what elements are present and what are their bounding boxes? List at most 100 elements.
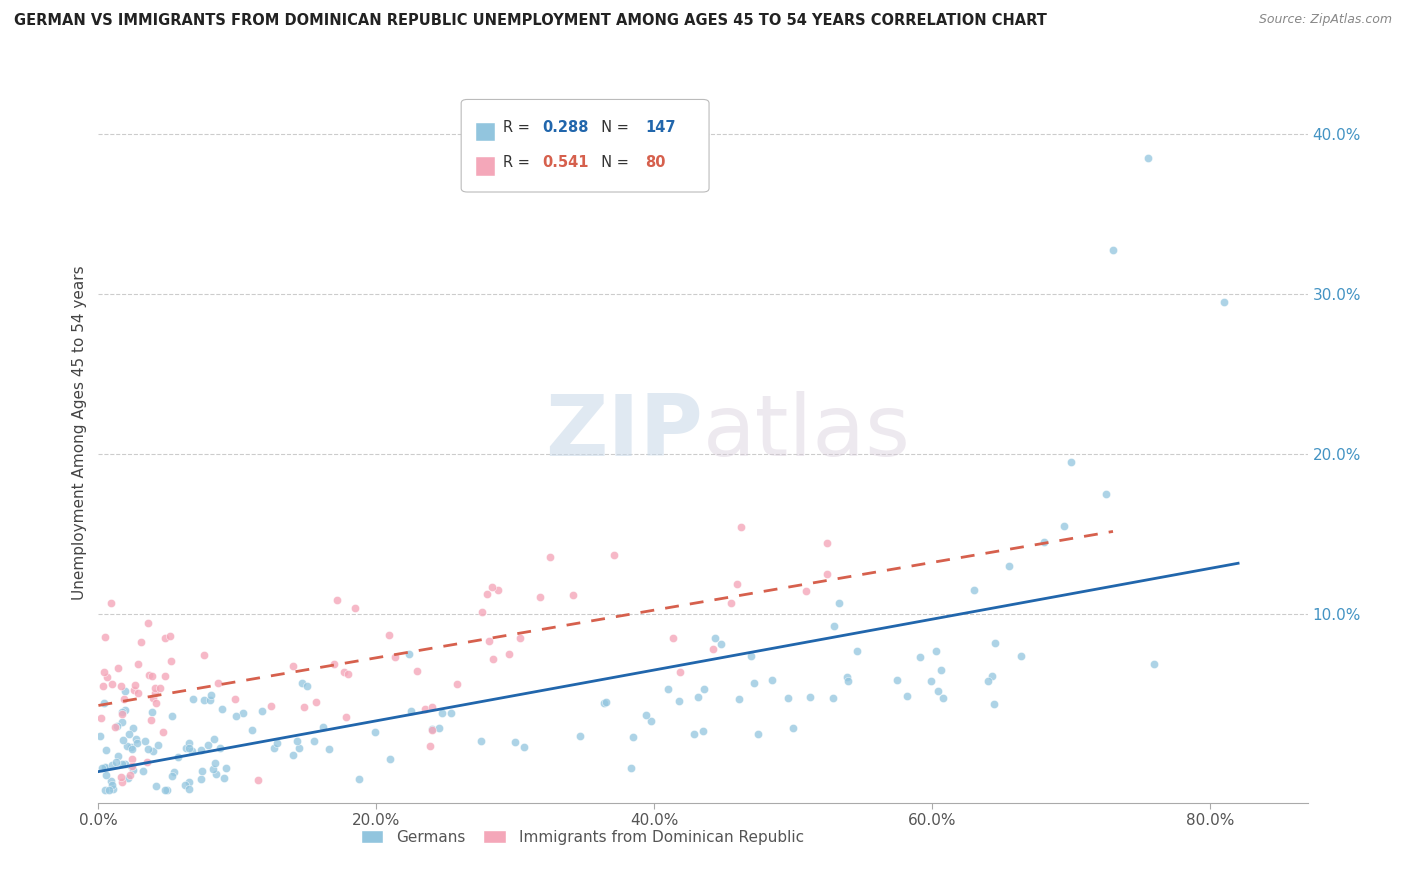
Point [799,690,821,704]
Point [413,702,436,716]
Point [204,756,226,770]
Point [181,744,204,758]
Text: Source: ZipAtlas.com: Source: ZipAtlas.com [1258,13,1392,27]
Point [312,720,335,734]
Point [198,693,221,707]
Point [121,721,143,735]
Point [326,593,349,607]
Point [93,630,115,644]
Point [727,691,749,706]
Point [661,631,683,645]
Point [595,694,617,708]
Point [94,768,117,782]
Text: N =: N = [592,155,633,169]
Point [179,736,201,750]
Point [107,660,129,674]
Point [145,780,167,794]
Point [305,695,328,709]
Point [482,651,505,665]
Point [730,520,752,534]
Point [190,743,212,757]
Point [120,768,142,782]
Point [295,679,318,693]
Point [207,676,229,690]
Point [110,770,132,784]
Point [1010,649,1032,664]
Point [149,681,172,696]
Point [1095,487,1118,501]
Point [288,741,311,756]
Point [815,566,838,581]
Point [115,739,138,753]
Point [156,783,179,797]
Point [927,684,949,698]
Point [89,729,111,743]
Text: atlas: atlas [703,391,911,475]
Point [122,764,145,778]
Point [153,669,176,683]
Point [215,761,238,775]
Point [143,681,166,695]
Point [1136,152,1159,166]
Point [823,619,845,633]
Point [669,665,692,679]
Point [925,644,948,658]
Point [224,692,246,706]
Text: ZIP: ZIP [546,391,703,475]
Point [100,596,122,610]
Point [174,778,197,792]
Point [668,694,690,708]
Text: 0.288: 0.288 [543,120,589,135]
Point [136,742,159,756]
Text: 147: 147 [645,120,675,135]
Point [886,673,908,687]
Point [703,631,725,645]
Point [142,744,165,758]
Legend: Germans, Immigrants from Dominican Republic: Germans, Immigrants from Dominican Repub… [354,823,810,851]
Point [292,700,315,714]
Point [266,736,288,750]
Point [121,742,143,756]
Point [285,733,308,747]
Point [111,756,134,771]
Point [963,583,986,598]
Point [174,741,197,756]
Point [138,615,160,630]
Point [132,764,155,778]
Point [470,733,492,747]
Point [93,783,115,797]
Point [100,676,122,690]
Point [127,657,149,672]
Text: N =: N = [592,120,633,135]
Point [94,760,117,774]
Point [91,761,114,775]
Point [152,725,174,739]
Point [742,676,765,690]
Point [1053,519,1076,533]
Point [720,596,742,610]
Point [420,722,443,736]
Point [155,783,177,797]
Point [725,576,748,591]
Point [509,631,531,645]
Point [190,772,212,787]
Point [145,697,167,711]
Point [997,559,1019,574]
Point [159,629,181,643]
Point [136,755,159,769]
Point [141,706,163,720]
Point [747,727,769,741]
Point [710,636,733,650]
Point [538,550,561,565]
Point [160,654,183,668]
Point [593,696,616,710]
Point [429,721,451,735]
Point [1143,657,1166,672]
Point [146,738,169,752]
Point [657,681,679,696]
Point [197,738,219,752]
Point [96,670,118,684]
Point [111,705,134,719]
Point [422,723,444,738]
Point [486,583,509,598]
